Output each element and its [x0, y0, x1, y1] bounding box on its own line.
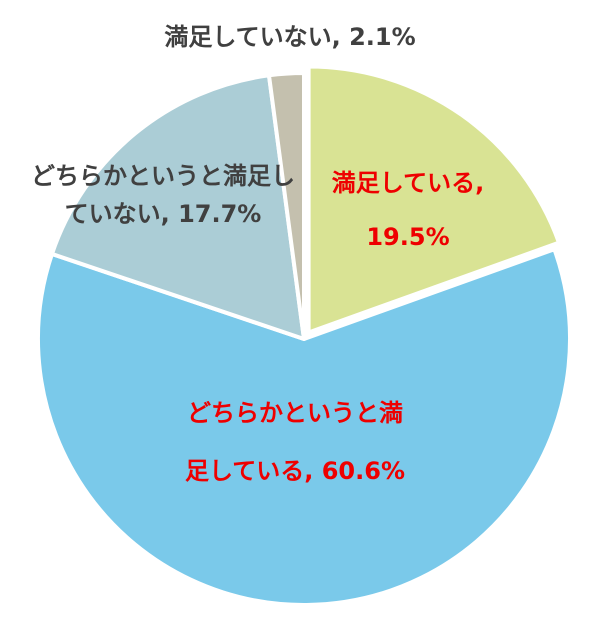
pie-slice-satisfied	[306, 64, 561, 335]
pie-slice-somewhat-satisfied	[36, 247, 572, 607]
data-label-somewhat-satisfied-line-2: 足している, 60.6%	[184, 457, 405, 485]
pie-slice-somewhat-dissatisfied	[49, 73, 306, 341]
pie-slice-dissatisfied	[266, 71, 306, 341]
data-label-satisfied-line-1: 満足している,	[331, 169, 485, 197]
data-label-satisfied: 満足している, 19.5%	[308, 168, 508, 252]
data-label-satisfied-line-2: 19.5%	[366, 223, 450, 251]
data-label-somewhat-satisfied: どちらかというと満 足している, 60.6%	[140, 398, 450, 486]
data-label-somewhat-dissatisfied-line-1: どちらかというと満足し	[31, 162, 295, 190]
data-label-dissatisfied-line-1: 満足していない, 2.1%	[164, 23, 416, 51]
data-label-dissatisfied: 満足していない, 2.1%	[110, 22, 470, 52]
data-label-somewhat-satisfied-line-1: どちらかというと満	[187, 399, 403, 427]
data-label-somewhat-dissatisfied: どちらかというと満足し ていない, 17.7%	[18, 161, 308, 229]
data-label-somewhat-dissatisfied-line-2: ていない, 17.7%	[64, 200, 262, 228]
